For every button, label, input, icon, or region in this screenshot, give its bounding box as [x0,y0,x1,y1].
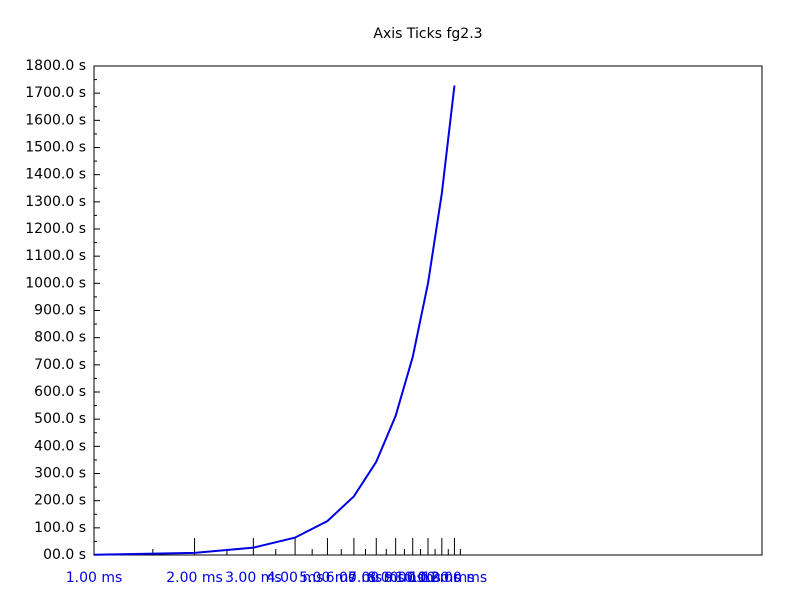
y-tick-label: 1000.0 s [25,275,86,291]
x-tick-label: 3.00 ms [225,570,282,586]
x-tick-label: 9.00 ms [384,570,441,586]
chart-title: Axis Ticks fg2.3 [373,26,482,42]
x-tick-label: 11.00 ms [409,570,474,586]
plot-frame [93,65,763,556]
data-line [93,85,456,556]
y-tick-label: 1700.0 s [25,85,86,101]
x-tick-label: 1.00 ms [66,570,123,586]
y-tick-label: 1400.0 s [25,167,86,183]
x-tick-label: 4.00 ms [267,570,324,586]
y-tick-label: 900.0 s [34,303,86,319]
y-tick-label: 1800.0 s [25,58,86,74]
y-tick-label: 600.0 s [34,384,86,400]
y-tick-label: 700.0 s [34,357,86,373]
y-tick-label: 200.0 s [34,493,86,509]
y-tick-label: 1100.0 s [25,248,86,264]
x-tick-label: 2.00 ms [166,570,223,586]
x-tick-label: 8.00 ms [367,570,424,586]
y-tick-label: 300.0 s [34,466,86,482]
y-tick-label: 1200.0 s [25,221,86,237]
y-tick-label: 00.0 s [43,547,86,563]
y-tick-label: 1300.0 s [25,194,86,210]
y-tick-label: 1600.0 s [25,112,86,128]
x-tick-label: 6.00 ms [326,570,383,586]
x-tick-label: 5.00 ms [299,570,356,586]
y-tick-label: 400.0 s [34,438,86,454]
y-tick-label: 500.0 s [34,411,86,427]
y-tick-label: 100.0 s [34,520,86,536]
y-tick-label: 1500.0 s [25,140,86,156]
x-tick-label: 10.00 ms [395,570,460,586]
x-tick-label: 12.00 ms [422,570,487,586]
y-tick-label: 800.0 s [34,330,86,346]
x-tick-label: 7.00 ms [348,570,405,586]
